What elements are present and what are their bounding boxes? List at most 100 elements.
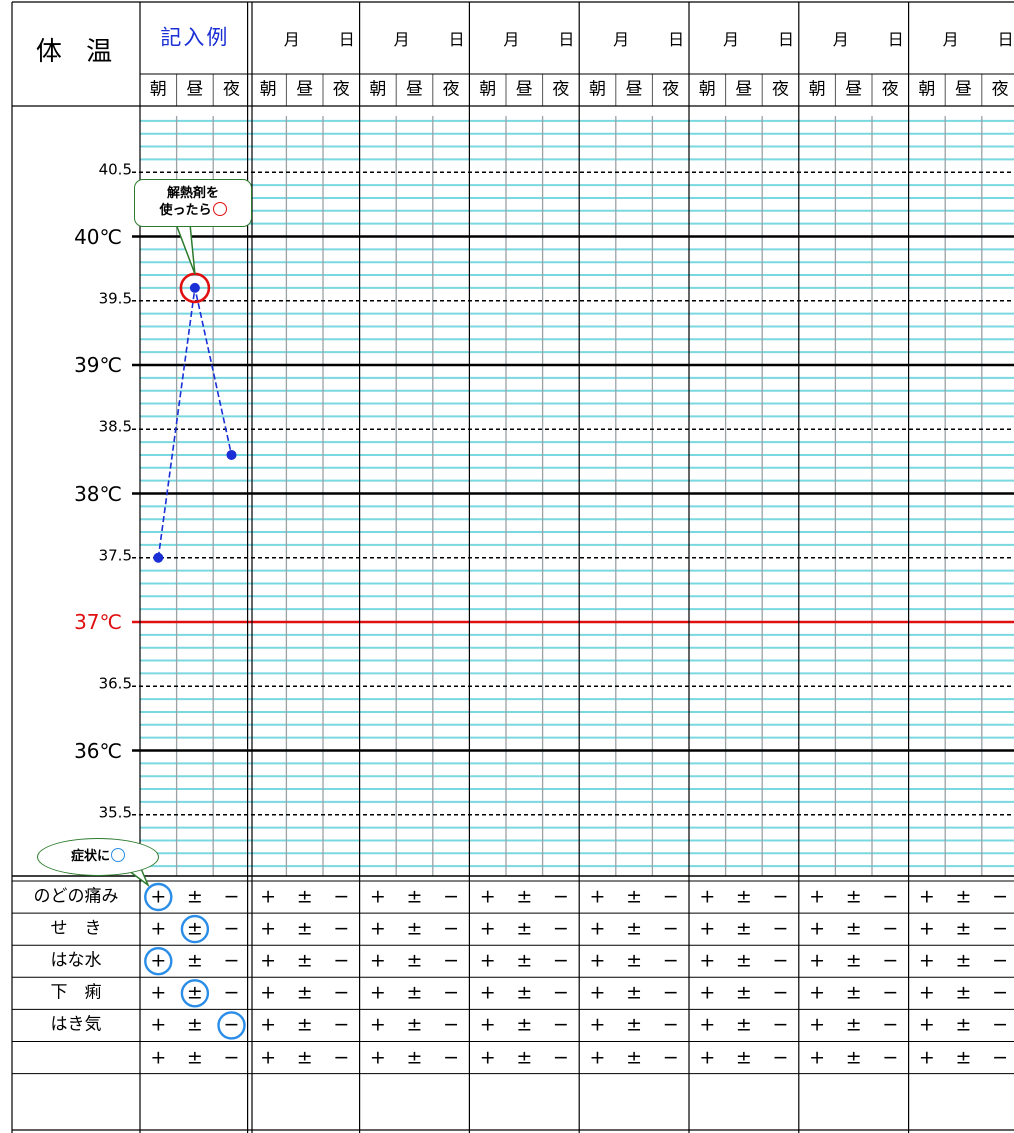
symptom-option: ±	[296, 1046, 313, 1068]
month-label: 月	[283, 30, 300, 49]
time-of-day-label: 朝	[808, 79, 826, 100]
symptom-selected-circle	[180, 914, 210, 944]
day-label: 日	[448, 30, 465, 49]
time-of-day-label: 昼	[186, 79, 204, 100]
symptom-option: ±	[845, 1046, 862, 1068]
fever-reducer-callout-line2: 使ったら	[159, 203, 212, 218]
symptom-option: ±	[516, 1013, 533, 1036]
symptom-option: ±	[955, 885, 972, 908]
time-of-day-label: 朝	[698, 79, 716, 100]
temp-label-half-degree: 38.5	[98, 417, 132, 436]
symptom-option: −	[552, 981, 569, 1004]
symptom-option: −	[992, 917, 1009, 940]
symptom-option: ±	[406, 1013, 423, 1036]
time-of-day-label: 昼	[955, 79, 972, 100]
symptom-option: +	[809, 949, 826, 972]
symptom-option: ±	[516, 1046, 533, 1068]
symptom-option: +	[479, 917, 496, 940]
symptom-option: −	[333, 885, 350, 908]
time-of-day-label: 朝	[479, 79, 497, 100]
temp-label-half-degree: 40.5	[98, 160, 132, 179]
symptom-option: +	[699, 1046, 716, 1068]
symptom-option: +	[809, 1013, 826, 1036]
symptom-option: +	[589, 1013, 606, 1036]
symptom-option: −	[552, 1046, 569, 1068]
month-label: 月	[942, 30, 959, 49]
symptom-option: −	[223, 1013, 240, 1036]
symptom-option: −	[223, 885, 240, 908]
symptom-option: −	[333, 949, 350, 972]
temp-label-degree: 39℃	[74, 353, 122, 377]
symptom-option: ±	[626, 949, 643, 972]
symptom-option: −	[443, 885, 460, 908]
symptom-option: +	[150, 917, 167, 940]
time-of-day-label: 昼	[845, 79, 863, 100]
symptom-option: +	[479, 949, 496, 972]
symptom-option: −	[223, 949, 240, 972]
symptom-option: −	[333, 981, 350, 1004]
symptom-option: +	[150, 1013, 167, 1036]
month-label: 月	[393, 30, 410, 49]
symptom-option: +	[479, 981, 496, 1004]
symptom-option: +	[150, 1046, 167, 1068]
symptom-option: +	[918, 917, 935, 940]
day-label: 日	[668, 30, 685, 49]
day-label: 日	[558, 30, 575, 49]
time-of-day-label: 夜	[442, 79, 460, 100]
symptom-option: −	[552, 949, 569, 972]
symptom-option: −	[772, 1013, 789, 1036]
day-label: 日	[997, 30, 1014, 49]
symptom-option: +	[150, 981, 167, 1004]
symptom-option: +	[699, 885, 716, 908]
symptom-option: ±	[626, 1013, 643, 1036]
symptom-option: −	[443, 1046, 460, 1068]
symptom-option: −	[992, 1013, 1009, 1036]
symptom-option: +	[918, 885, 935, 908]
symptom-option: −	[882, 885, 899, 908]
symptom-option: +	[589, 1046, 606, 1068]
symptom-option: +	[369, 949, 386, 972]
temp-label-half-degree: 37.5	[98, 546, 132, 565]
time-of-day-label: 夜	[991, 79, 1009, 100]
symptom-option: ±	[186, 917, 203, 940]
symptom-option: −	[772, 981, 789, 1004]
symptom-option: −	[552, 885, 569, 908]
symptom-option: +	[589, 917, 606, 940]
symptom-option: +	[479, 1013, 496, 1036]
symptom-option: ±	[186, 949, 203, 972]
symptom-callout-text: 症状に	[70, 849, 110, 864]
symptom-option: ±	[845, 885, 862, 908]
time-of-day-label: 朝	[149, 79, 167, 100]
time-of-day-label: 夜	[662, 79, 680, 100]
symptom-option: −	[223, 917, 240, 940]
symptom-option: +	[260, 917, 277, 940]
symptom-option: ±	[296, 1013, 313, 1036]
symptom-option: −	[882, 1046, 899, 1068]
time-of-day-label: 夜	[223, 79, 240, 100]
symptom-option: −	[662, 949, 679, 972]
symptom-option: ±	[955, 917, 972, 940]
time-of-day-label: 夜	[552, 79, 570, 100]
symptom-option: +	[918, 981, 935, 1004]
symptom-option: ±	[845, 949, 862, 972]
symptom-option: ±	[296, 949, 313, 972]
symptom-option: −	[772, 885, 789, 908]
symptom-option: +	[699, 949, 716, 972]
symptom-option: +	[479, 1046, 496, 1068]
symptom-selected-circle	[144, 882, 173, 912]
symptom-option: +	[809, 1046, 826, 1068]
symptom-callout: 症状に	[37, 838, 159, 876]
symptom-option: +	[809, 885, 826, 908]
symptom-option: −	[662, 917, 679, 940]
symptom-option: ±	[626, 1046, 643, 1068]
symptom-option: −	[772, 917, 789, 940]
symptom-option: −	[333, 1013, 350, 1036]
symptom-option: ±	[186, 885, 203, 908]
symptom-name: はき気	[50, 1014, 102, 1035]
fever-reducer-callout-pointer	[175, 223, 196, 275]
symptom-option: −	[443, 981, 460, 1004]
symptom-option: +	[369, 1046, 386, 1068]
symptom-option: −	[992, 949, 1009, 972]
temperature-point	[189, 282, 200, 293]
